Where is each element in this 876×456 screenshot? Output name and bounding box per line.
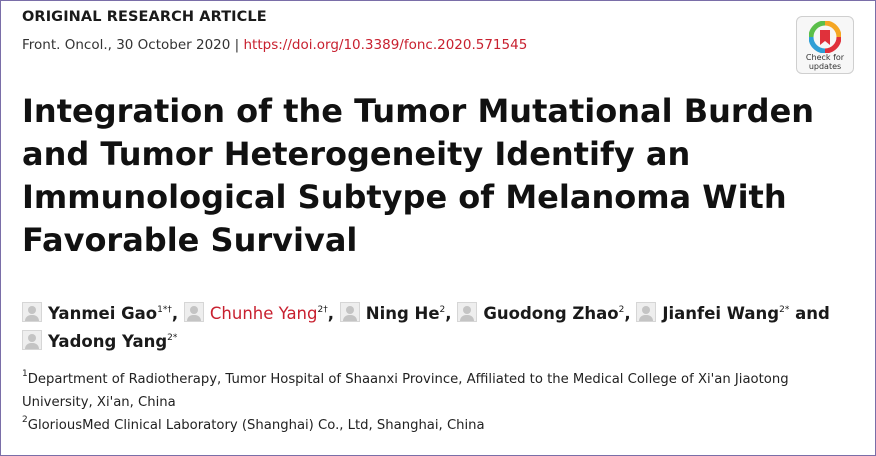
affiliation-number: 1: [22, 369, 28, 379]
author-separator: and: [789, 304, 830, 323]
author-superscript: 2*: [167, 333, 178, 343]
article-title: Integration of the Tumor Mutational Burd…: [22, 92, 815, 259]
affiliation-item: 2GloriousMed Clinical Laboratory (Shangh…: [22, 414, 842, 437]
affiliation-list: 1Department of Radiotherapy, Tumor Hospi…: [22, 368, 842, 437]
badge-label-line2: updates: [808, 62, 842, 71]
author-separator: ,: [171, 304, 179, 323]
author-superscript: 2: [618, 305, 625, 315]
avatar-icon: [636, 302, 657, 322]
author-entry[interactable]: Chunhe Yang2†,: [183, 302, 335, 323]
avatar-icon: [22, 330, 42, 350]
affiliation-text: Department of Radiotherapy, Tumor Hospit…: [22, 372, 789, 410]
author-superscript: 2†: [317, 305, 328, 315]
author-separator: ,: [624, 304, 631, 323]
author-name: Guodong Zhao: [483, 304, 619, 323]
author-superscript: 2: [439, 305, 446, 315]
affiliation-item: 1Department of Radiotherapy, Tumor Hospi…: [22, 368, 842, 414]
doi-link[interactable]: https://doi.org/10.3389/fonc.2020.571545: [243, 37, 528, 53]
author-name: Ning He: [365, 304, 440, 323]
avatar-icon: [457, 302, 478, 322]
badge-label: Check for updates: [797, 53, 853, 71]
badge-label-line1: Check for: [805, 53, 845, 62]
author-entry[interactable]: Ning He2,: [339, 302, 452, 323]
author-separator: ,: [445, 304, 452, 323]
check-for-updates-badge[interactable]: Check for updates: [796, 16, 854, 74]
avatar-icon: [339, 302, 360, 322]
affiliation-text: GloriousMed Clinical Laboratory (Shangha…: [27, 418, 485, 433]
author-name: Yanmei Gao: [48, 304, 158, 323]
avatar-icon: [22, 302, 42, 322]
article-type-label: ORIGINAL RESEARCH ARTICLE: [22, 9, 267, 25]
citation-line: Front. Oncol., 30 October 2020 | https:/…: [22, 37, 527, 53]
author-entry[interactable]: Jianfei Wang2* and: [636, 302, 830, 323]
author-separator: ,: [327, 304, 335, 323]
author-name: Yadong Yang: [48, 332, 168, 351]
author-entry[interactable]: Yanmei Gao1*†,: [22, 302, 179, 323]
affiliation-number: 2: [22, 415, 28, 425]
author-name: Jianfei Wang: [662, 304, 780, 323]
check-for-updates-icon: [809, 21, 841, 53]
author-superscript: 1*†: [157, 305, 172, 315]
journal-date: Front. Oncol., 30 October 2020 |: [22, 37, 240, 53]
author-entry[interactable]: Guodong Zhao2,: [457, 302, 631, 323]
author-name: Chunhe Yang: [209, 304, 318, 323]
author-entry[interactable]: Yadong Yang2*: [22, 330, 178, 351]
author-superscript: 2*: [779, 305, 790, 315]
author-list: Yanmei Gao1*†, Chunhe Yang2†, Ning He2, …: [22, 300, 842, 356]
avatar-icon: [183, 302, 204, 322]
